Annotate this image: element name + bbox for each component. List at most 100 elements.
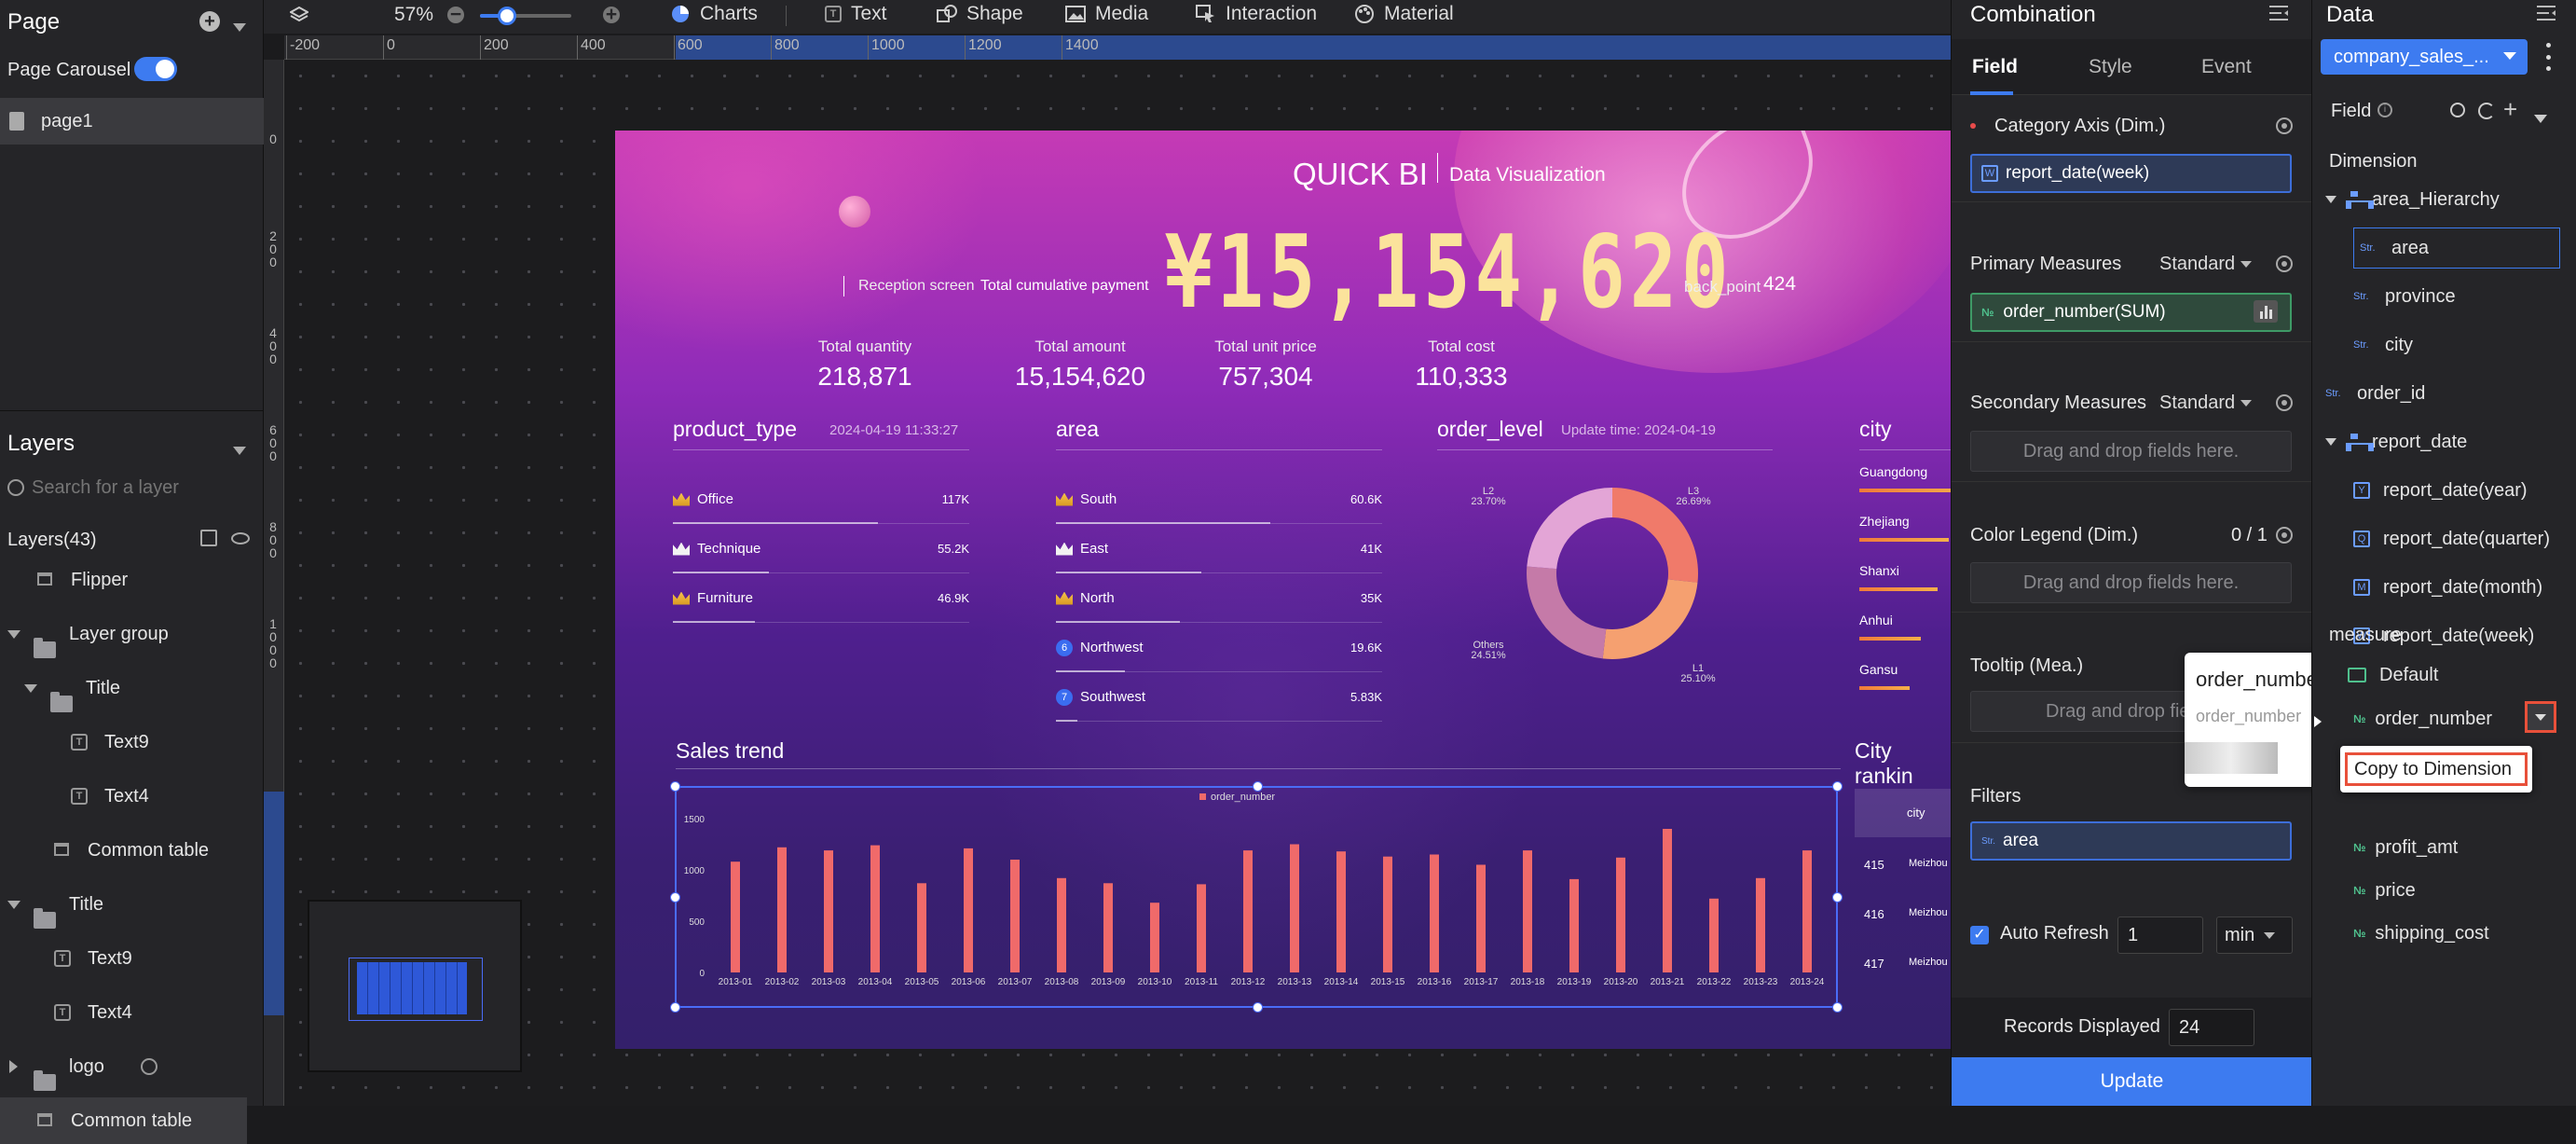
visibility-eye-icon[interactable] bbox=[231, 532, 250, 544]
minimap[interactable] bbox=[308, 900, 522, 1072]
category-axis-gear-icon[interactable] bbox=[2276, 117, 2293, 134]
measure-item[interactable]: № shipping_cost bbox=[2353, 913, 2489, 954]
toolbar-media[interactable]: Media bbox=[1065, 3, 1148, 25]
measure-item[interactable]: № order_number bbox=[2353, 698, 2492, 739]
layer-row[interactable]: Flipper bbox=[0, 557, 264, 603]
resize-handle-r[interactable] bbox=[1832, 892, 1843, 903]
tab-field[interactable]: Field bbox=[1972, 56, 2019, 77]
info-icon[interactable]: i bbox=[2377, 103, 2392, 117]
layer-row[interactable]: Common table bbox=[0, 827, 264, 874]
measure-item[interactable]: № profit_amt bbox=[2353, 827, 2458, 868]
expand-chevron-icon[interactable] bbox=[24, 684, 37, 693]
layer-row[interactable]: Title bbox=[0, 881, 264, 929]
area-row[interactable]: East 41K bbox=[1056, 525, 1382, 573]
auto-refresh-checkbox[interactable]: ✓ bbox=[1970, 926, 1989, 944]
primary-measure-field-chip[interactable]: № order_number(SUM) bbox=[1970, 293, 2292, 332]
category-axis-field-chip[interactable]: W report_date(week) bbox=[1970, 154, 2292, 193]
bar-chart-type-icon[interactable] bbox=[2254, 300, 2278, 323]
color-legend-gear-icon[interactable] bbox=[2276, 527, 2293, 544]
add-field-icon[interactable]: + bbox=[2503, 95, 2518, 123]
layer-row[interactable]: Common table bbox=[0, 1097, 247, 1144]
zoom-out-icon[interactable]: − bbox=[447, 5, 464, 24]
layer-row[interactable]: logo bbox=[0, 1043, 264, 1091]
zoom-in-icon[interactable]: + bbox=[603, 5, 620, 24]
page-item[interactable]: page1 bbox=[0, 98, 264, 145]
tab-style[interactable]: Style bbox=[2089, 56, 2132, 77]
resize-handle-bl[interactable] bbox=[670, 1002, 680, 1013]
resize-handle-b[interactable] bbox=[1253, 1002, 1263, 1013]
auto-refresh-interval-input[interactable]: 1 bbox=[2117, 917, 2203, 954]
measure-item[interactable]: № price bbox=[2353, 870, 2416, 911]
dimension-item[interactable]: area_Hierarchy bbox=[2325, 179, 2500, 220]
toolbar-text[interactable]: T Text bbox=[825, 3, 887, 25]
measure-dropdown-trigger[interactable] bbox=[2525, 701, 2556, 733]
sales-trend-bar-chart[interactable]: 0 500 1000 1500 order_number 2013-01 2013-02 20… bbox=[675, 786, 1840, 1010]
dimension-item[interactable]: Str. province bbox=[2353, 276, 2456, 317]
layer-row[interactable]: T Text9 bbox=[0, 935, 264, 982]
toolbar-shape[interactable]: Shape bbox=[937, 3, 1023, 25]
panel-menu-icon[interactable] bbox=[2268, 4, 2289, 22]
area-row[interactable]: North 35K bbox=[1056, 574, 1382, 623]
layer-row[interactable]: T Text4 bbox=[0, 989, 264, 1036]
layer-row[interactable]: T Text4 bbox=[0, 773, 264, 820]
color-legend-dropzone[interactable]: Drag and drop fields here. bbox=[1970, 562, 2292, 603]
auto-refresh-unit-select[interactable]: min bbox=[2216, 917, 2293, 954]
resize-handle-tr[interactable] bbox=[1832, 781, 1843, 792]
toolbar-interaction[interactable]: Interaction bbox=[1196, 3, 1317, 25]
primary-measures-gear-icon[interactable] bbox=[2276, 255, 2293, 272]
refresh-icon[interactable] bbox=[2478, 103, 2495, 119]
layer-row[interactable]: Title bbox=[0, 665, 264, 712]
resize-handle-tl[interactable] bbox=[670, 781, 680, 792]
dimension-item[interactable]: Str. city bbox=[2353, 324, 2413, 365]
expand-chevron-icon[interactable] bbox=[2325, 196, 2336, 203]
area-row[interactable]: South 60.6K bbox=[1056, 476, 1382, 524]
field-options-icon[interactable] bbox=[2534, 106, 2547, 129]
more-vertical-icon[interactable] bbox=[2545, 43, 2551, 71]
primary-measures-mode-select[interactable]: Standard bbox=[2159, 254, 2253, 275]
data-panel-menu-icon[interactable] bbox=[2536, 4, 2556, 22]
area-row[interactable]: 7 Southwest 5.83K bbox=[1056, 673, 1382, 722]
page-carousel-toggle[interactable] bbox=[134, 57, 177, 81]
layer-row[interactable]: Layer group bbox=[0, 611, 264, 658]
zoom-slider[interactable] bbox=[480, 7, 571, 25]
area-row[interactable]: 6 Northwest 19.6K bbox=[1056, 624, 1382, 672]
toolbar-material[interactable]: Material bbox=[1354, 3, 1454, 25]
layer-search-input[interactable] bbox=[32, 474, 246, 502]
collapsed-chevron-icon[interactable] bbox=[9, 1060, 18, 1073]
expand-chevron-icon[interactable] bbox=[7, 630, 21, 639]
resize-handle-br[interactable] bbox=[1832, 1002, 1843, 1013]
minimap-viewport[interactable] bbox=[349, 958, 483, 1021]
layers-collapse-icon[interactable] bbox=[233, 438, 246, 461]
expand-chevron-icon[interactable] bbox=[7, 901, 21, 909]
dimension-item[interactable]: Str. area bbox=[2353, 227, 2560, 269]
update-button[interactable]: Update bbox=[1952, 1057, 2312, 1106]
filter-field-chip[interactable]: Str. area bbox=[1970, 821, 2292, 861]
add-page-icon[interactable]: + bbox=[199, 11, 220, 32]
secondary-measures-gear-icon[interactable] bbox=[2276, 394, 2293, 411]
secondary-measures-mode-select[interactable]: Standard bbox=[2159, 393, 2253, 414]
dashboard-screen[interactable]: QUICK BI Data Visualization Reception sc… bbox=[615, 131, 1951, 1049]
product-type-row[interactable]: Technique 55.2K bbox=[673, 525, 969, 573]
search-icon[interactable] bbox=[2450, 103, 2465, 117]
resize-handle-l[interactable] bbox=[670, 892, 680, 903]
product-type-row[interactable]: Furniture 46.9K bbox=[673, 574, 969, 623]
dimension-item[interactable]: Str. order_id bbox=[2325, 373, 2425, 414]
measure-folder-default[interactable]: Default bbox=[2348, 655, 2438, 696]
dataset-selector[interactable]: company_sales_... bbox=[2321, 39, 2528, 75]
target-icon[interactable] bbox=[141, 1058, 158, 1075]
dimension-item[interactable]: report_date bbox=[2325, 421, 2467, 462]
secondary-measures-dropzone[interactable]: Drag and drop fields here. bbox=[1970, 431, 2292, 472]
tab-event[interactable]: Event bbox=[2201, 56, 2252, 77]
resize-handle-t[interactable] bbox=[1253, 781, 1263, 792]
layer-row[interactable]: T Text9 bbox=[0, 719, 264, 765]
copy-to-dimension-menu-item[interactable]: Copy to Dimension bbox=[2345, 752, 2528, 786]
page-panel-collapse-icon[interactable] bbox=[233, 15, 246, 37]
toolbar-charts[interactable]: Charts bbox=[670, 3, 758, 25]
collapse-all-icon[interactable] bbox=[200, 530, 217, 546]
layers-stack-icon[interactable] bbox=[288, 6, 310, 22]
